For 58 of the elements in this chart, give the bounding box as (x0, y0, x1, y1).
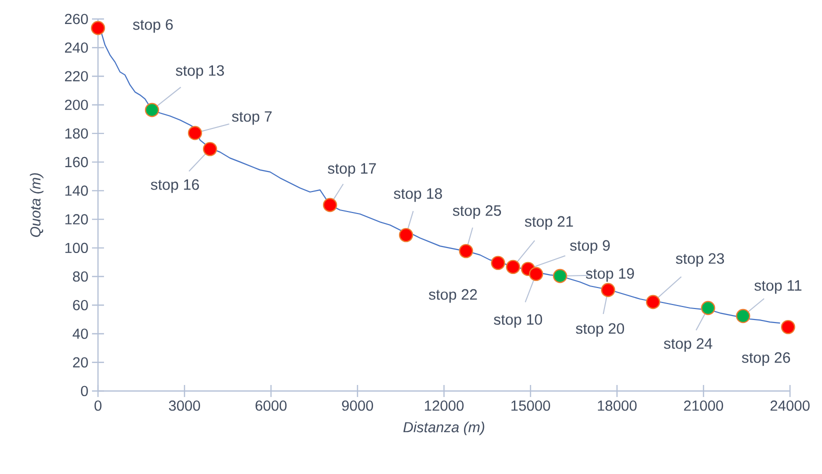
y-tick-label: 160 (65, 156, 88, 168)
annotation: stop 26 (742, 352, 790, 366)
y-tick-label: 100 (65, 242, 88, 254)
point (506, 260, 520, 274)
annotation: stop 23 (676, 253, 724, 267)
point (202, 142, 218, 156)
y-tick-label: 240 (65, 42, 88, 53)
x-tick-label: 24000 (770, 400, 810, 411)
x-axis-title: Distanza (m) (403, 422, 484, 436)
annotation: stop 7 (232, 111, 272, 125)
y-tick-label: 0 (80, 386, 88, 396)
x-tick-label: 0 (94, 400, 102, 411)
y-tick-label: 180 (65, 128, 88, 139)
point (490, 256, 506, 270)
y-tick-label: 60 (73, 300, 88, 310)
annotation: stop 10 (494, 314, 542, 328)
point (528, 266, 544, 282)
annotation: stop 24 (664, 338, 712, 352)
point (322, 198, 338, 212)
point (646, 294, 660, 310)
point (188, 126, 202, 140)
y-tick-label: 120 (65, 214, 88, 224)
y-tick-label: 260 (65, 14, 88, 24)
x-tick-label: 6000 (256, 400, 287, 411)
annotation: stop 25 (452, 205, 501, 219)
annotation: stop 20 (576, 323, 624, 337)
x-tick-label: 18000 (598, 400, 637, 411)
annotation: stop 19 (586, 268, 634, 282)
point (90, 20, 106, 36)
point (700, 300, 716, 316)
x-tick-label: 12000 (424, 400, 464, 411)
annotation: stop 22 (428, 289, 477, 303)
annotation: stop 18 (394, 188, 442, 202)
y-tick-label: 40 (72, 328, 88, 339)
annotation: stop 6 (132, 19, 173, 33)
point (781, 320, 796, 334)
y-axis-title: Quota (m) (30, 173, 44, 237)
annotation: stop 17 (328, 163, 376, 177)
annotation: stop 11 (754, 280, 802, 294)
y-tick-label: 80 (72, 271, 88, 282)
y-tick-label: 140 (65, 186, 88, 196)
y-tick-label: 200 (65, 100, 88, 110)
point (458, 244, 474, 258)
y-tick-label: 20 (73, 357, 88, 368)
point (398, 228, 414, 242)
point (736, 308, 750, 324)
annotation: stop 9 (570, 240, 610, 254)
x-tick-label: 9000 (342, 400, 374, 411)
point (600, 282, 616, 298)
annotation: stop 16 (150, 179, 199, 193)
x-tick-label: 15000 (511, 400, 550, 411)
x-tick-label: 21000 (684, 400, 724, 411)
y-tick-label: 220 (65, 71, 88, 82)
annotation: stop 21 (524, 216, 573, 230)
point (144, 102, 160, 118)
annotation: stop 13 (176, 65, 224, 79)
x-tick-label: 3000 (168, 400, 200, 411)
point (552, 268, 568, 284)
